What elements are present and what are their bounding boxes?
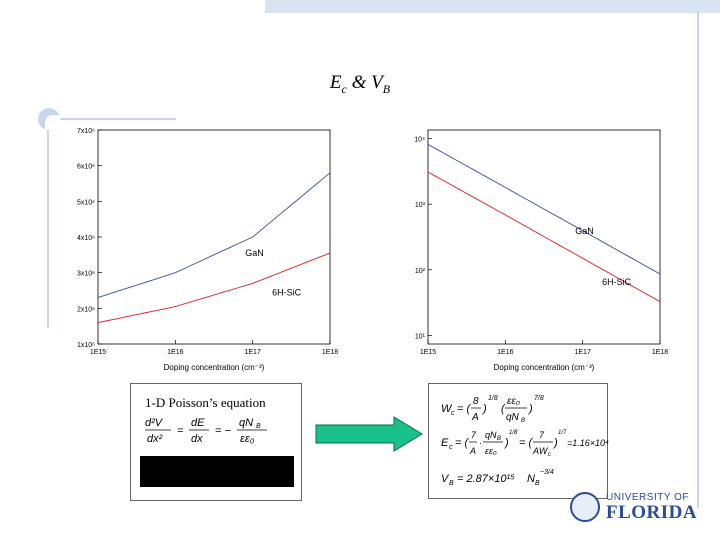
x-tick-label: 1E18	[322, 349, 338, 356]
decorative-bullet	[38, 108, 60, 130]
series-line-sic	[97, 252, 331, 324]
svg-text:): )	[503, 437, 509, 449]
svg-text:1/7: 1/7	[558, 430, 567, 436]
x-tick-label: 1E16	[497, 349, 513, 356]
svg-text:= (: = (	[455, 437, 469, 449]
redacted-bar	[140, 456, 294, 487]
svg-text:=1.16×10⁴: =1.16×10⁴	[567, 438, 609, 448]
y-tick-label: 4x10⁶	[77, 235, 95, 242]
svg-text:= (: = (	[519, 437, 533, 449]
x-tick-label: 1E15	[90, 349, 106, 356]
right-arrow-icon	[315, 416, 423, 452]
y-tick-label: 10²	[415, 268, 426, 275]
svg-text:·: ·	[479, 438, 482, 448]
svg-text:dx²: dx²	[147, 433, 163, 445]
x-axis-label: Doping concentration (cm⁻³)	[164, 363, 265, 372]
series-label: 6H-SiC	[272, 287, 302, 297]
svg-text:): )	[552, 437, 558, 449]
svg-text:dE: dE	[191, 417, 205, 429]
svg-text:=: =	[177, 425, 184, 437]
slide-title: Ec & VB	[329, 72, 391, 96]
svg-text:εε₀: εε₀	[507, 396, 520, 407]
svg-text:7/8: 7/8	[534, 395, 544, 402]
x-axis-label: Doping concentration (cm⁻³)	[494, 363, 595, 372]
plot-frame	[97, 129, 331, 345]
svg-text:εε₀: εε₀	[240, 433, 255, 445]
university-logo: UNIVERSITY OF FLORIDA	[570, 490, 697, 524]
svg-text:V: V	[441, 473, 450, 485]
svg-text:E: E	[441, 437, 449, 449]
svg-text:−3/4: −3/4	[540, 469, 554, 476]
series-label: 6H-SiC	[602, 277, 632, 287]
series-line-gan	[427, 144, 661, 275]
x-tick-label: 1E17	[574, 349, 590, 356]
top-accent-bar	[265, 0, 720, 13]
y-tick-label: 6x10⁶	[77, 164, 95, 171]
svg-text:N: N	[527, 473, 535, 485]
y-tick-label: 10⁴	[414, 137, 425, 144]
svg-text:1/8: 1/8	[488, 395, 498, 402]
svg-text:qN: qN	[239, 417, 253, 429]
svg-text:A: A	[471, 412, 479, 423]
x-tick-label: 1E18	[652, 349, 668, 356]
series-label: GaN	[575, 226, 594, 236]
svg-text:8: 8	[473, 396, 479, 407]
svg-text:c: c	[451, 410, 455, 417]
svg-text:εε₀: εε₀	[485, 446, 497, 456]
svg-text:A: A	[469, 446, 476, 456]
svg-text:AW: AW	[532, 446, 549, 456]
svg-text:c: c	[449, 444, 453, 451]
svg-text:): )	[481, 403, 487, 415]
svg-text:dx: dx	[191, 433, 203, 445]
poisson-equation-label: 1-D Poisson’s equation	[145, 395, 266, 410]
poisson-equation: d²V dx² = dE dx = − qN B εε₀	[145, 414, 295, 454]
svg-text:qN: qN	[485, 430, 497, 440]
x-tick-label: 1E15	[420, 349, 436, 356]
svg-text:7: 7	[471, 430, 477, 440]
vb-chart: 1E15 1E16 1E17 1E18 10¹ 10² 10³ 10⁴ GaN 6H-SiC Dop…	[414, 129, 668, 372]
svg-text:= (: = (	[457, 403, 471, 415]
y-tick-label: 10³	[415, 202, 426, 209]
svg-text:B: B	[535, 480, 540, 487]
right-accent-line	[697, 12, 699, 508]
svg-text:B: B	[521, 418, 525, 424]
y-tick-label: 1x10⁶	[77, 342, 95, 349]
svg-text:qN: qN	[506, 412, 520, 423]
x-tick-label: 1E17	[244, 349, 260, 356]
svg-text:c: c	[548, 452, 551, 458]
x-tick-label: 1E16	[167, 349, 183, 356]
y-tick-label: 3x10⁶	[77, 271, 95, 278]
svg-text:(: (	[501, 403, 506, 415]
ec-chart: 1E15 1E16 1E17 1E18 1x10⁶ 2x10⁶ 3x10⁶ 4x10⁶ 5x10…	[77, 128, 338, 372]
svg-text:= −: = −	[215, 425, 231, 437]
left-accent-line	[47, 118, 49, 328]
y-tick-label: 2x10⁶	[77, 306, 95, 313]
y-tick-label: 10¹	[415, 333, 426, 340]
y-tick-label: 7x10⁶	[77, 128, 95, 135]
series-line-gan	[97, 172, 331, 299]
series-line-sic	[427, 171, 661, 303]
y-tick-label: 5x10⁶	[77, 199, 95, 206]
svg-text:): )	[527, 403, 533, 415]
svg-text:B: B	[256, 423, 261, 430]
svg-text:d²V: d²V	[145, 417, 164, 429]
logo-line2: FLORIDA	[606, 502, 698, 523]
logo-line1: UNIVERSITY OF	[606, 492, 689, 503]
plot-frame	[427, 129, 661, 345]
svg-text:7: 7	[539, 430, 545, 440]
series-label: GaN	[245, 248, 264, 258]
university-seal-icon	[570, 492, 600, 522]
svg-text:1/8: 1/8	[509, 430, 518, 436]
title-accent-line	[48, 118, 176, 120]
svg-text:W: W	[441, 403, 453, 415]
svg-text:B: B	[497, 436, 501, 442]
svg-text:B: B	[449, 480, 454, 487]
svg-text:= 2.87×10¹⁵: = 2.87×10¹⁵	[457, 473, 515, 485]
